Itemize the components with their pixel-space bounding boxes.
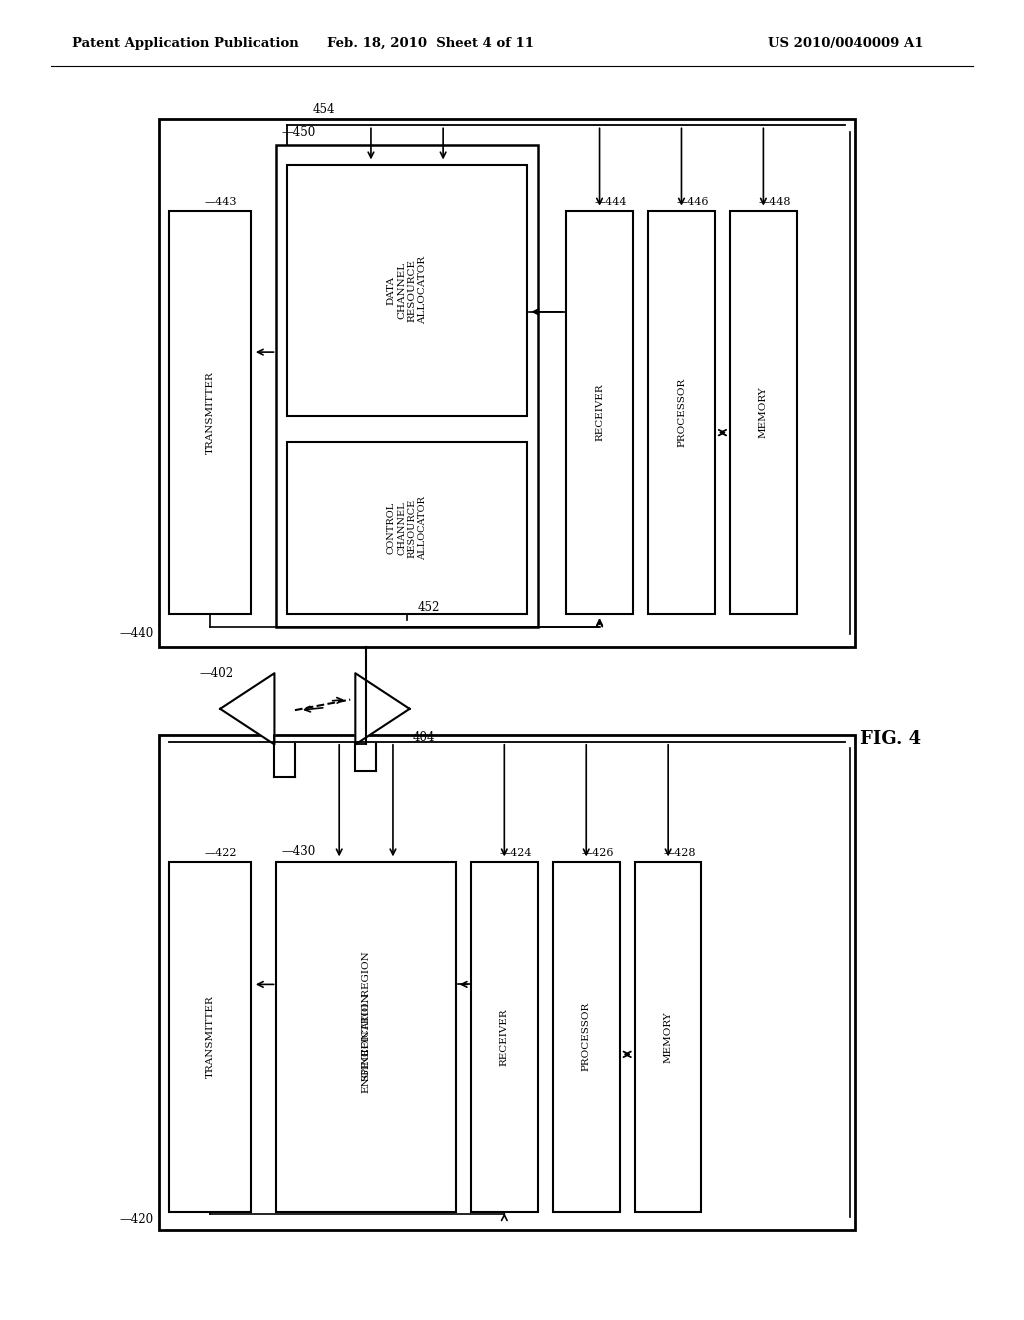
Bar — [159, 735, 855, 1230]
Text: MEMORY: MEMORY — [759, 387, 768, 438]
Text: —430: —430 — [282, 845, 315, 858]
Bar — [553, 862, 620, 1212]
Text: SPECIFICATION: SPECIFICATION — [361, 993, 371, 1081]
Bar — [169, 862, 251, 1212]
Text: Feb. 18, 2010  Sheet 4 of 11: Feb. 18, 2010 Sheet 4 of 11 — [327, 37, 534, 50]
Text: —450: —450 — [282, 125, 315, 139]
Bar — [648, 211, 715, 614]
Text: —424: —424 — [500, 847, 531, 858]
Text: —446: —446 — [676, 197, 709, 207]
Text: Patent Application Publication: Patent Application Publication — [72, 37, 298, 50]
Text: PROCESSOR: PROCESSOR — [582, 1002, 591, 1072]
Text: —420: —420 — [120, 1213, 154, 1226]
Text: CONTROL REGION: CONTROL REGION — [361, 952, 371, 1056]
Bar — [276, 145, 538, 627]
Text: RECEIVER: RECEIVER — [595, 384, 604, 441]
Text: —448: —448 — [758, 197, 791, 207]
Bar — [287, 165, 527, 416]
Text: —422: —422 — [205, 847, 238, 858]
Text: TRANSMITTER: TRANSMITTER — [206, 995, 214, 1078]
Text: ENGINE: ENGINE — [361, 1047, 371, 1093]
Bar — [730, 211, 797, 614]
Bar — [276, 862, 456, 1212]
Text: RECEIVER: RECEIVER — [500, 1008, 509, 1065]
Text: —443: —443 — [205, 197, 238, 207]
Text: 454: 454 — [312, 103, 335, 116]
Text: PROCESSOR: PROCESSOR — [677, 378, 686, 447]
Text: CONTROL
CHANNEL
RESOURCE
ALLOCATOR: CONTROL CHANNEL RESOURCE ALLOCATOR — [387, 496, 427, 560]
Bar — [169, 211, 251, 614]
Text: 452: 452 — [418, 601, 439, 614]
Bar — [159, 119, 855, 647]
Bar — [635, 862, 701, 1212]
Text: —402: —402 — [200, 667, 233, 680]
Polygon shape — [355, 673, 410, 744]
Text: FIG. 4: FIG. 4 — [860, 730, 922, 748]
Text: —440: —440 — [120, 627, 154, 640]
Text: MEMORY: MEMORY — [664, 1011, 673, 1063]
Bar — [471, 862, 538, 1212]
Polygon shape — [220, 673, 274, 744]
Text: —426: —426 — [582, 847, 613, 858]
Text: DATA
CHANNEL
RESOURCE
ALLOCATOR: DATA CHANNEL RESOURCE ALLOCATOR — [387, 256, 427, 325]
Bar — [566, 211, 633, 614]
Bar — [287, 442, 527, 614]
Text: TRANSMITTER: TRANSMITTER — [206, 371, 214, 454]
Text: 404: 404 — [413, 731, 435, 744]
Text: —428: —428 — [664, 847, 695, 858]
Text: US 2010/0040009 A1: US 2010/0040009 A1 — [768, 37, 924, 50]
Text: —444: —444 — [594, 197, 627, 207]
